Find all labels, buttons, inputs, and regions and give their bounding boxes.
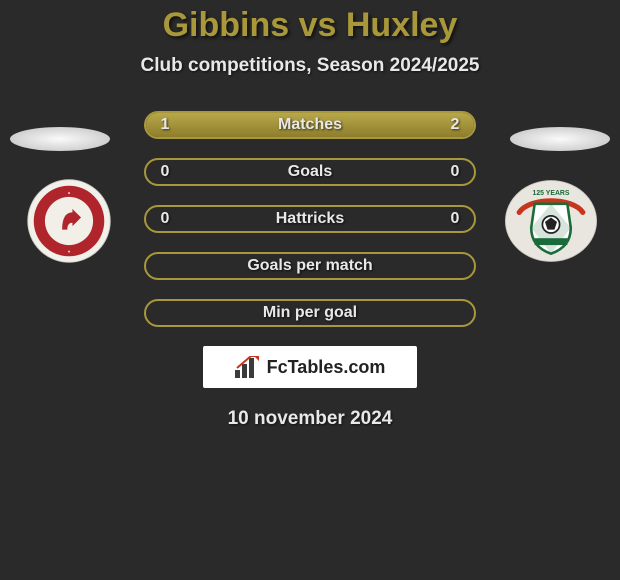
stat-row: 0Goals0 bbox=[144, 158, 476, 186]
stat-value-left: 0 bbox=[160, 163, 170, 181]
stat-bar-right bbox=[254, 113, 474, 137]
stat-value-right: 0 bbox=[450, 210, 460, 228]
comparison-card: Gibbins vs Huxley Club competitions, Sea… bbox=[0, 0, 620, 580]
svg-text:125 YEARS: 125 YEARS bbox=[533, 190, 570, 197]
flag-right-icon bbox=[510, 127, 610, 151]
logo-text: FcTables.com bbox=[267, 357, 386, 378]
stat-row: Min per goal bbox=[144, 299, 476, 327]
fctables-logo: FcTables.com bbox=[203, 346, 417, 388]
flag-left-icon bbox=[10, 127, 110, 151]
date-label: 10 november 2024 bbox=[0, 408, 620, 430]
stat-label: Min per goal bbox=[146, 304, 474, 322]
page-subtitle: Club competitions, Season 2024/2025 bbox=[0, 55, 620, 77]
stat-value-right: 2 bbox=[450, 116, 460, 134]
stat-row: Goals per match bbox=[144, 252, 476, 280]
svg-text:•: • bbox=[68, 250, 70, 256]
team-badge-left-icon: • • bbox=[20, 178, 118, 264]
stat-value-left: 0 bbox=[160, 210, 170, 228]
stat-label: Goals bbox=[146, 163, 474, 181]
stat-label: Goals per match bbox=[146, 257, 474, 275]
stat-value-right: 0 bbox=[450, 163, 460, 181]
stat-label: Hattricks bbox=[146, 210, 474, 228]
page-title: Gibbins vs Huxley bbox=[0, 6, 620, 45]
stat-row: 0Hattricks0 bbox=[144, 205, 476, 233]
team-badge-right-icon: 125 YEARS bbox=[502, 178, 600, 264]
svg-text:•: • bbox=[68, 191, 70, 197]
stat-value-left: 1 bbox=[160, 116, 170, 134]
stat-row: 1Matches2 bbox=[144, 111, 476, 139]
